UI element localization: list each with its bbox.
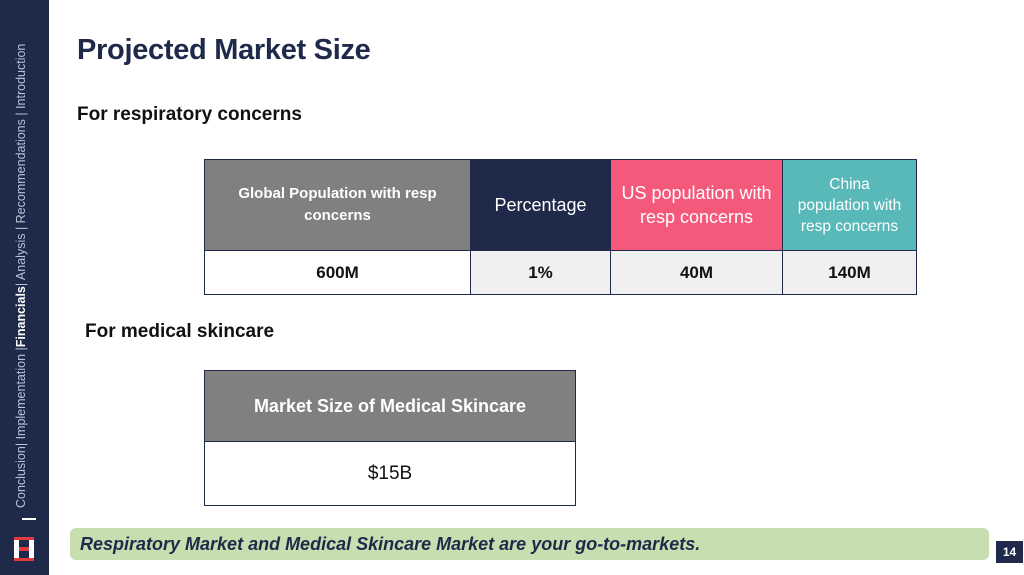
header-china-population-label: China population with resp concerns bbox=[797, 175, 902, 235]
value-us-population: 40M bbox=[610, 250, 783, 295]
page-number: 14 bbox=[996, 541, 1023, 563]
page-title: Projected Market Size bbox=[77, 34, 371, 66]
header-market-size: Market Size of Medical Skincare bbox=[204, 370, 576, 442]
value-china-population: 140M bbox=[782, 250, 917, 295]
header-global-population: Global Population with resp concerns bbox=[204, 159, 471, 251]
header-percentage: Percentage bbox=[470, 159, 611, 251]
header-china-population: China population with resp concerns bbox=[782, 159, 917, 251]
respiratory-heading: For respiratory concerns bbox=[77, 104, 302, 125]
header-us-population: US population with resp concerns bbox=[610, 159, 783, 251]
company-logo-icon bbox=[12, 534, 36, 564]
sidebar-nav: Conclusion | Implementation | Financials… bbox=[14, 18, 28, 508]
respiratory-table: Global Population with resp concerns Per… bbox=[204, 159, 917, 295]
value-market-size: $15B bbox=[204, 441, 576, 506]
table-row: $15B bbox=[204, 441, 576, 506]
nav-conclusion[interactable]: Conclusion bbox=[14, 446, 28, 508]
table-header-row: Global Population with resp concerns Per… bbox=[204, 159, 917, 251]
value-global-population: 600M bbox=[204, 250, 471, 295]
table-header-row: Market Size of Medical Skincare bbox=[204, 370, 576, 442]
banner-text: Respiratory Market and Medical Skincare … bbox=[80, 533, 701, 554]
conclusion-banner: Respiratory Market and Medical Skincare … bbox=[70, 528, 989, 560]
skincare-table: Market Size of Medical Skincare $15B bbox=[204, 370, 576, 506]
header-global-population-label: Global Population with resp concerns bbox=[238, 185, 437, 224]
nav-financials[interactable]: Financials bbox=[14, 286, 28, 348]
value-percentage: 1% bbox=[470, 250, 611, 295]
table-row: 600M 1% 40M 140M bbox=[204, 250, 917, 295]
skincare-heading: For medical skincare bbox=[85, 321, 275, 342]
nav-analysis-recommendations-introduction[interactable]: | Analysis | Recommendations | Introduct… bbox=[14, 43, 28, 287]
sidebar-divider bbox=[22, 518, 36, 520]
header-us-population-label: US population with resp concerns bbox=[621, 183, 772, 227]
sidebar: Conclusion | Implementation | Financials… bbox=[0, 0, 49, 575]
nav-implementation[interactable]: | Implementation | bbox=[14, 347, 28, 447]
